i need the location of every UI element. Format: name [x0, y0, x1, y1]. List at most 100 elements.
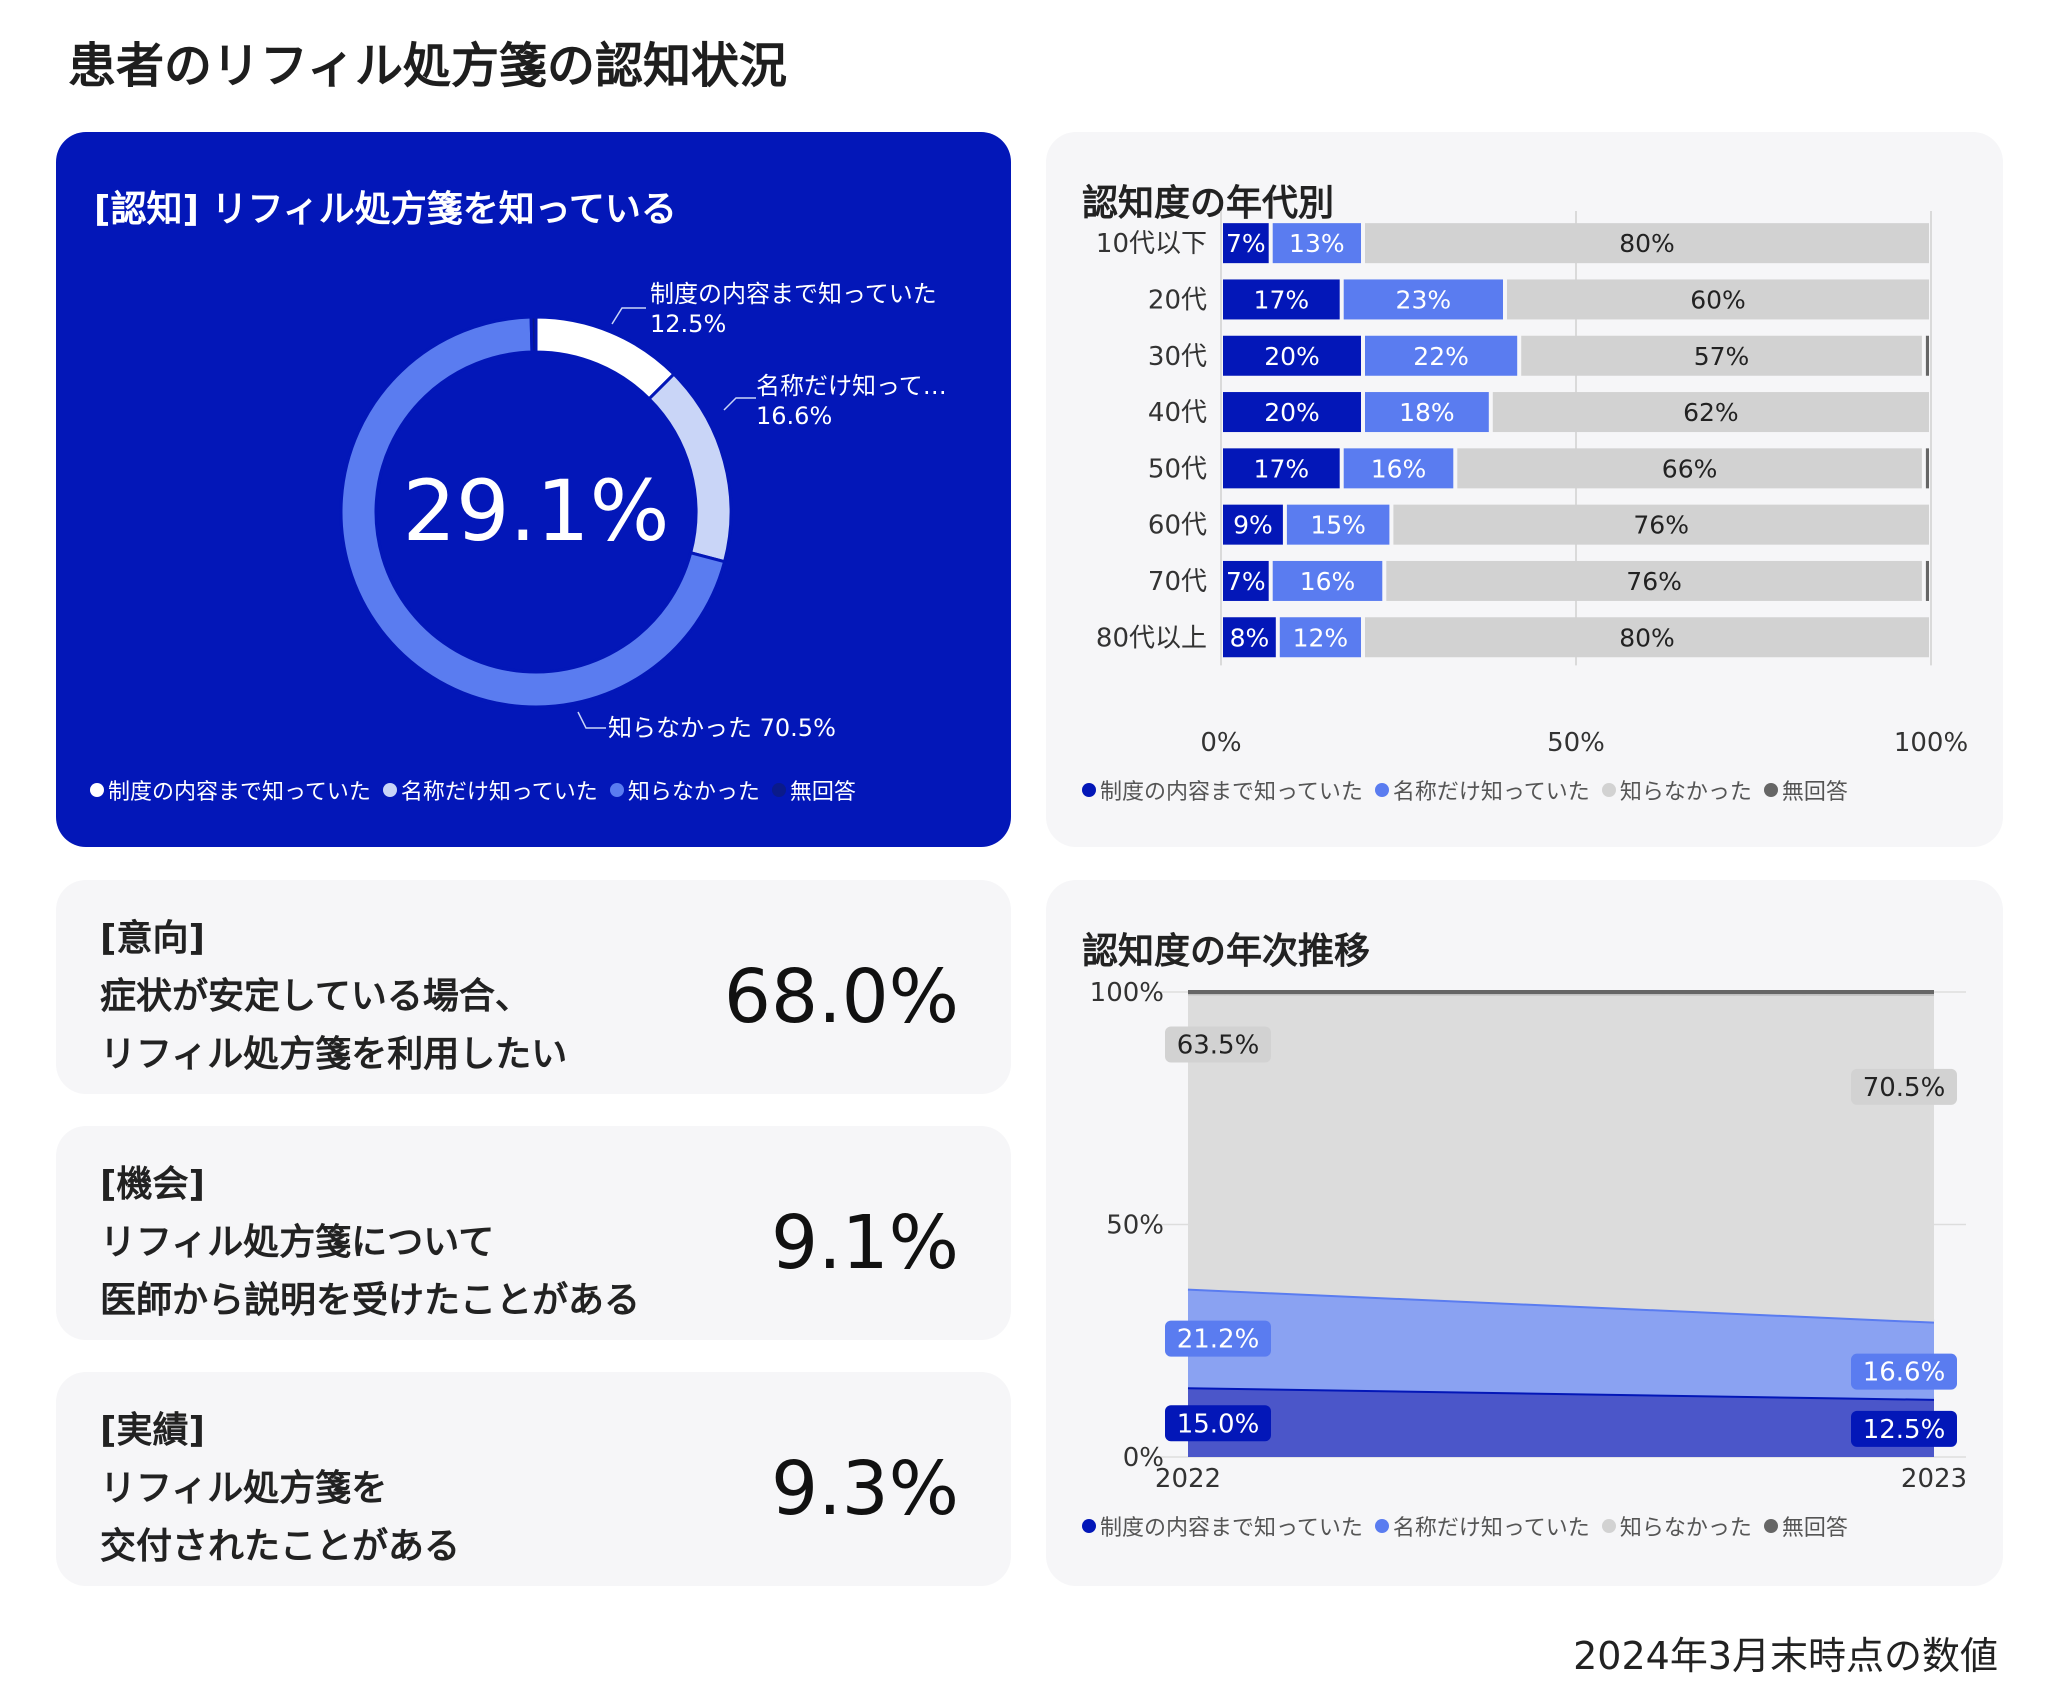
legend-item-unknown: 知らなかった — [1601, 1510, 1752, 1542]
bar-segment — [1393, 504, 1929, 545]
awareness-card: [認知] リフィル処方箋を知っている 29.1% 制度の内容まで知っていた 12.5… — [56, 132, 1011, 847]
bar-segment — [1279, 617, 1361, 658]
x-tick-label: 2022 — [1155, 1464, 1221, 1494]
bar-segment — [1223, 448, 1340, 489]
legend-item-unknown: 知らなかった — [609, 774, 760, 806]
stat-tag: [機会] — [100, 1164, 205, 1205]
bar-value-label: 16% — [1371, 454, 1427, 483]
stat-line: 医師から説明を受けたことがある — [100, 1280, 641, 1321]
bar-value-label: 80% — [1619, 229, 1675, 258]
bar-segment — [1925, 335, 1929, 376]
data-label: 70.5% — [1863, 1073, 1946, 1103]
age-legend: 制度の内容まで知っていた 名称だけ知っていた 知らなかった 無回答 — [1082, 774, 1848, 806]
bar-segment — [1223, 560, 1269, 601]
category-label: 10代以下 — [1096, 229, 1207, 259]
bar-segment — [1272, 223, 1361, 264]
page-title: 患者のリフィル処方箋の認知状況 — [68, 38, 788, 94]
data-label: 15.0% — [1177, 1409, 1260, 1439]
stat-value: 9.3% — [771, 1446, 959, 1532]
data-label: 16.6% — [1863, 1358, 1946, 1388]
age-breakdown-card: 認知度の年代別 10代以下 7% 13% 80% 20代 17% 23% 60% 30代 20% 2… — [1046, 132, 2003, 847]
bar-value-label: 12% — [1293, 623, 1349, 652]
data-label-bg — [1851, 1353, 1957, 1390]
category-label: 30代 — [1148, 342, 1207, 372]
bar-value-label: 57% — [1694, 342, 1750, 371]
donut-center-value: 29.1% — [403, 462, 670, 560]
bar-value-label: 76% — [1633, 511, 1689, 540]
stat-tag: [実績] — [100, 1410, 205, 1451]
bar-value-label: 7% — [1226, 567, 1266, 596]
bar-value-label: 7% — [1226, 229, 1266, 258]
callout-line — [577, 711, 606, 729]
trend-chart-title: 認知度の年次推移 — [1082, 931, 1371, 972]
legend-item-name-only: 名称だけ知っていた — [1374, 1510, 1590, 1542]
bar-value-label: 66% — [1662, 454, 1718, 483]
stat-line: 交付されたことがある — [100, 1526, 461, 1567]
callout-value: 12.5% — [650, 310, 726, 338]
footnote: 2024年3月末時点の数値 — [1573, 1634, 1998, 1678]
data-label: 63.5% — [1177, 1031, 1260, 1061]
awareness-title: [認知] リフィル処方箋を知っている — [94, 189, 677, 230]
stat-line: リフィル処方箋について — [100, 1222, 495, 1263]
y-tick-label: 50% — [1106, 1211, 1164, 1241]
age-chart-title: 認知度の年代別 — [1082, 183, 1335, 224]
area-series — [1188, 1387, 1934, 1457]
bar-value-label: 16% — [1300, 567, 1356, 596]
bar-value-label: 23% — [1396, 285, 1452, 314]
stat-text: [実績] リフィル処方箋を 交付されたことがある — [100, 1402, 460, 1576]
stat-card-opportunity: [機会] リフィル処方箋について 医師から説明を受けたことがある 9.1% — [56, 1126, 1011, 1340]
bar-segment — [1365, 392, 1489, 433]
legend-item-full: 制度の内容まで知っていた — [1082, 774, 1363, 806]
callout-line — [723, 397, 756, 411]
data-label: 21.2% — [1177, 1325, 1260, 1355]
trend-legend: 制度の内容まで知っていた 名称だけ知っていた 知らなかった 無回答 — [1082, 1510, 1848, 1542]
legend-item-no-answer: 無回答 — [771, 774, 856, 806]
stat-line: リフィル処方箋を利用したい — [100, 1034, 568, 1075]
bar-segment — [1272, 560, 1383, 601]
bar-value-label: 80% — [1619, 623, 1675, 652]
legend-item-name-only: 名称だけ知っていた — [382, 774, 598, 806]
callout-label: 知らなかった 70.5% — [608, 714, 836, 742]
category-label: 70代 — [1148, 567, 1207, 597]
bar-segment — [1343, 279, 1503, 320]
area-series — [1188, 993, 1934, 1322]
category-label: 80代以上 — [1096, 623, 1207, 653]
bar-segment — [1492, 392, 1929, 433]
bar-segment — [1925, 448, 1929, 489]
stat-text: [意向] 症状が安定している場合、 リフィル処方箋を利用したい — [100, 910, 567, 1084]
bar-segment — [1521, 335, 1922, 376]
category-label: 20代 — [1148, 285, 1207, 315]
stat-text: [機会] リフィル処方箋について 医師から説明を受けたことがある — [100, 1156, 640, 1330]
bar-value-label: 20% — [1264, 342, 1320, 371]
bar-segment — [1223, 279, 1340, 320]
category-label: 40代 — [1148, 398, 1207, 428]
bar-value-label: 22% — [1413, 342, 1469, 371]
y-tick-label: 0% — [1123, 1443, 1164, 1473]
bar-segment — [1457, 448, 1922, 489]
bar-segment — [1386, 560, 1922, 601]
stat-line: 症状が安定している場合、 — [100, 976, 531, 1017]
data-label-bg — [1851, 1410, 1957, 1447]
stat-line: リフィル処方箋を — [100, 1468, 388, 1509]
x-tick-label: 2023 — [1901, 1464, 1967, 1494]
bar-segment — [1223, 335, 1361, 376]
legend-item-unknown: 知らなかった — [1601, 774, 1752, 806]
data-label-bg — [1165, 1405, 1271, 1442]
y-tick-label: 100% — [1090, 978, 1164, 1008]
donut-slice — [339, 315, 727, 709]
bar-value-label: 20% — [1264, 398, 1320, 427]
callout-line — [611, 307, 646, 325]
legend-item-full: 制度の内容まで知っていた — [90, 774, 371, 806]
legend-item-no-answer: 無回答 — [1763, 774, 1848, 806]
category-label: 50代 — [1148, 454, 1207, 484]
bar-value-label: 13% — [1289, 229, 1345, 258]
trend-area-chart: 0% 50% 100% 15.0% 12.5% 21.2% 16.6% 63.5% 70.5% 2… — [1090, 978, 1967, 1494]
stat-value: 9.1% — [771, 1200, 959, 1286]
bar-segment — [1223, 617, 1276, 658]
legend-item-full: 制度の内容まで知っていた — [1082, 1510, 1363, 1542]
age-bar-chart: 10代以下 7% 13% 80% 20代 17% 23% 60% 30代 20% 22% 57% 40代… — [1096, 211, 1968, 758]
bar-value-label: 60% — [1690, 285, 1746, 314]
x-tick-label: 50% — [1547, 728, 1605, 758]
bar-segment — [1223, 392, 1361, 433]
